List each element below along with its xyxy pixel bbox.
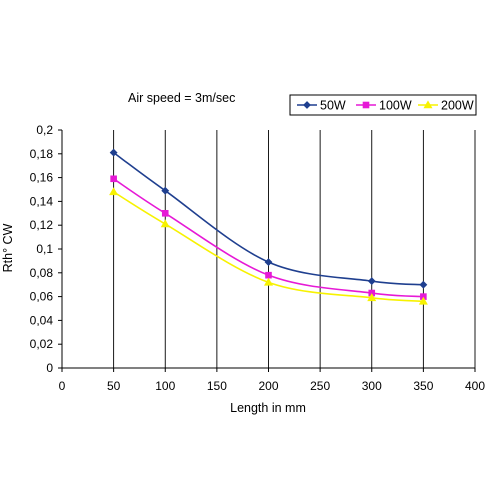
y-tick-label: 0,2	[36, 123, 53, 137]
data-point	[367, 277, 376, 286]
series-200W	[109, 187, 428, 305]
y-tick-label: 0,1	[36, 242, 53, 256]
x-tick-label: 250	[310, 379, 330, 393]
x-tick-label: 400	[465, 379, 485, 393]
data-point	[367, 293, 377, 302]
legend-label: 50W	[320, 99, 346, 113]
legend-marker	[362, 101, 370, 109]
data-point	[160, 219, 170, 228]
series-lines	[109, 148, 428, 305]
data-point	[109, 148, 118, 157]
chart-annotation: Air speed = 3m/sec	[128, 91, 235, 105]
legend-item-200W: 200W	[418, 99, 474, 113]
legend-marker	[423, 100, 433, 109]
data-point	[263, 277, 274, 286]
x-tick-label: 0	[59, 379, 66, 393]
grid-lines	[113, 130, 476, 368]
series-50W	[109, 148, 428, 289]
y-tick-label: 0	[46, 361, 53, 375]
legend-label: 100W	[379, 99, 412, 113]
data-point	[110, 175, 117, 183]
y-tick-label: 0,08	[30, 266, 54, 280]
axes	[58, 129, 476, 372]
tick-labels: 0 0,02 0,04 0,06 0,08 0,1 0,12 0,14 0,16 0,18 0,2 0…	[30, 123, 486, 393]
series-100W	[110, 175, 427, 300]
y-tick-label: 0,14	[30, 194, 54, 208]
y-tick-label: 0,12	[30, 218, 54, 232]
data-point	[265, 271, 272, 279]
y-tick-label: 0,18	[30, 147, 54, 161]
data-point	[161, 186, 170, 195]
data-point	[418, 296, 428, 305]
legend: 50W 100W 200W	[289, 94, 477, 116]
y-tick-label: 0,04	[30, 313, 54, 327]
y-tick-label: 0,06	[30, 290, 54, 304]
x-tick-label: 150	[207, 379, 227, 393]
x-tick-label: 50	[107, 379, 121, 393]
data-point	[264, 258, 273, 267]
x-tick-label: 300	[362, 379, 382, 393]
x-tick-label: 350	[413, 379, 433, 393]
data-point	[109, 187, 119, 196]
data-point	[419, 280, 428, 289]
x-tick-label: 100	[155, 379, 175, 393]
y-tick-label: 0,02	[30, 337, 54, 351]
y-axis-title: Rth° CW	[1, 223, 15, 272]
legend-marker	[303, 101, 311, 109]
legend-item-50W: 50W	[297, 99, 346, 113]
legend-box	[289, 94, 477, 116]
y-tick-label: 0,16	[30, 171, 54, 185]
data-point	[161, 210, 169, 217]
legend-item-100W: 100W	[356, 99, 412, 113]
x-axis-title: Length in mm	[230, 401, 306, 415]
x-tick-label: 200	[258, 379, 278, 393]
legend-label: 200W	[441, 99, 474, 113]
